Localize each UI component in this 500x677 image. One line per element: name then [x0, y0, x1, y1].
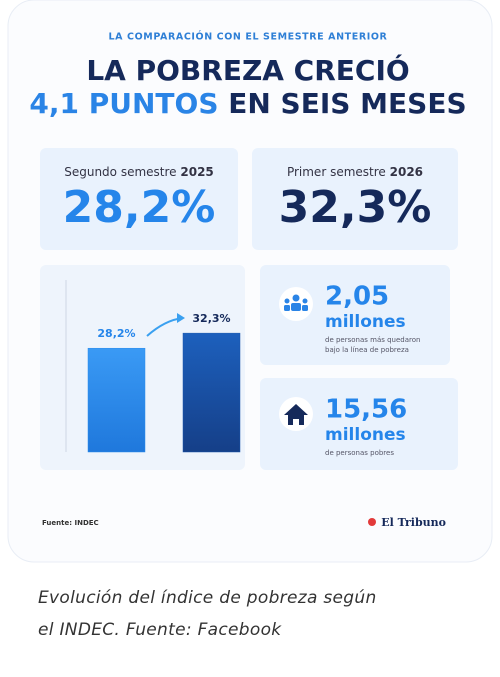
people-icon [284, 294, 308, 311]
title: LA POBREZA CRECIÓ [86, 53, 409, 87]
period-label: Segundo semestre [64, 165, 176, 179]
period-label: Primer semestre [287, 165, 386, 179]
title-line2: 4,1 PUNTOS EN SEIS MESES [29, 87, 466, 120]
stat-value: 2,05 [325, 282, 389, 312]
kicker: LA COMPARACIÓN CON EL SEMESTRE ANTERIOR [109, 31, 388, 43]
house-icon [284, 404, 308, 425]
compare-value: 28,2% [63, 182, 216, 233]
bar [87, 347, 146, 453]
compare-label: Primer semestre 2026 [287, 165, 423, 179]
compare-label: Segundo semestre 2025 [64, 165, 214, 179]
stat-value: 15,56 [325, 395, 407, 425]
data-label: 32,3% [192, 312, 230, 325]
stat-unit: millones [325, 312, 406, 332]
title-highlight: 4,1 PUNTOS [29, 87, 218, 120]
stat-unit: millones [325, 425, 406, 445]
data-label: 28,2% [97, 327, 135, 340]
bar [182, 332, 241, 453]
brand: El Tribuno [381, 516, 446, 529]
stat-box [260, 265, 450, 365]
compare-box [40, 148, 238, 250]
brand-logo [368, 518, 376, 526]
period-year: 2026 [390, 165, 423, 179]
title-rest: EN SEIS MESES [228, 87, 466, 120]
caption: el INDEC. Fuente: Facebook [38, 620, 282, 640]
compare-value: 32,3% [279, 182, 432, 233]
compare-box [252, 148, 458, 250]
stat-box [260, 378, 458, 470]
infographic: LA COMPARACIÓN CON EL SEMESTRE ANTERIOR … [7, 0, 493, 563]
period-year: 2025 [180, 165, 213, 179]
caption: Evolución del índice de pobreza según [38, 588, 377, 608]
bar-chart: 28,2% 32,3% [87, 312, 241, 453]
stat-note: de personas más quedaron [325, 336, 420, 344]
source: Fuente: INDEC [42, 519, 99, 527]
stat-note: de personas pobres [325, 449, 394, 457]
arrow-head [177, 313, 185, 323]
stat-note: bajo la línea de pobreza [325, 346, 409, 354]
